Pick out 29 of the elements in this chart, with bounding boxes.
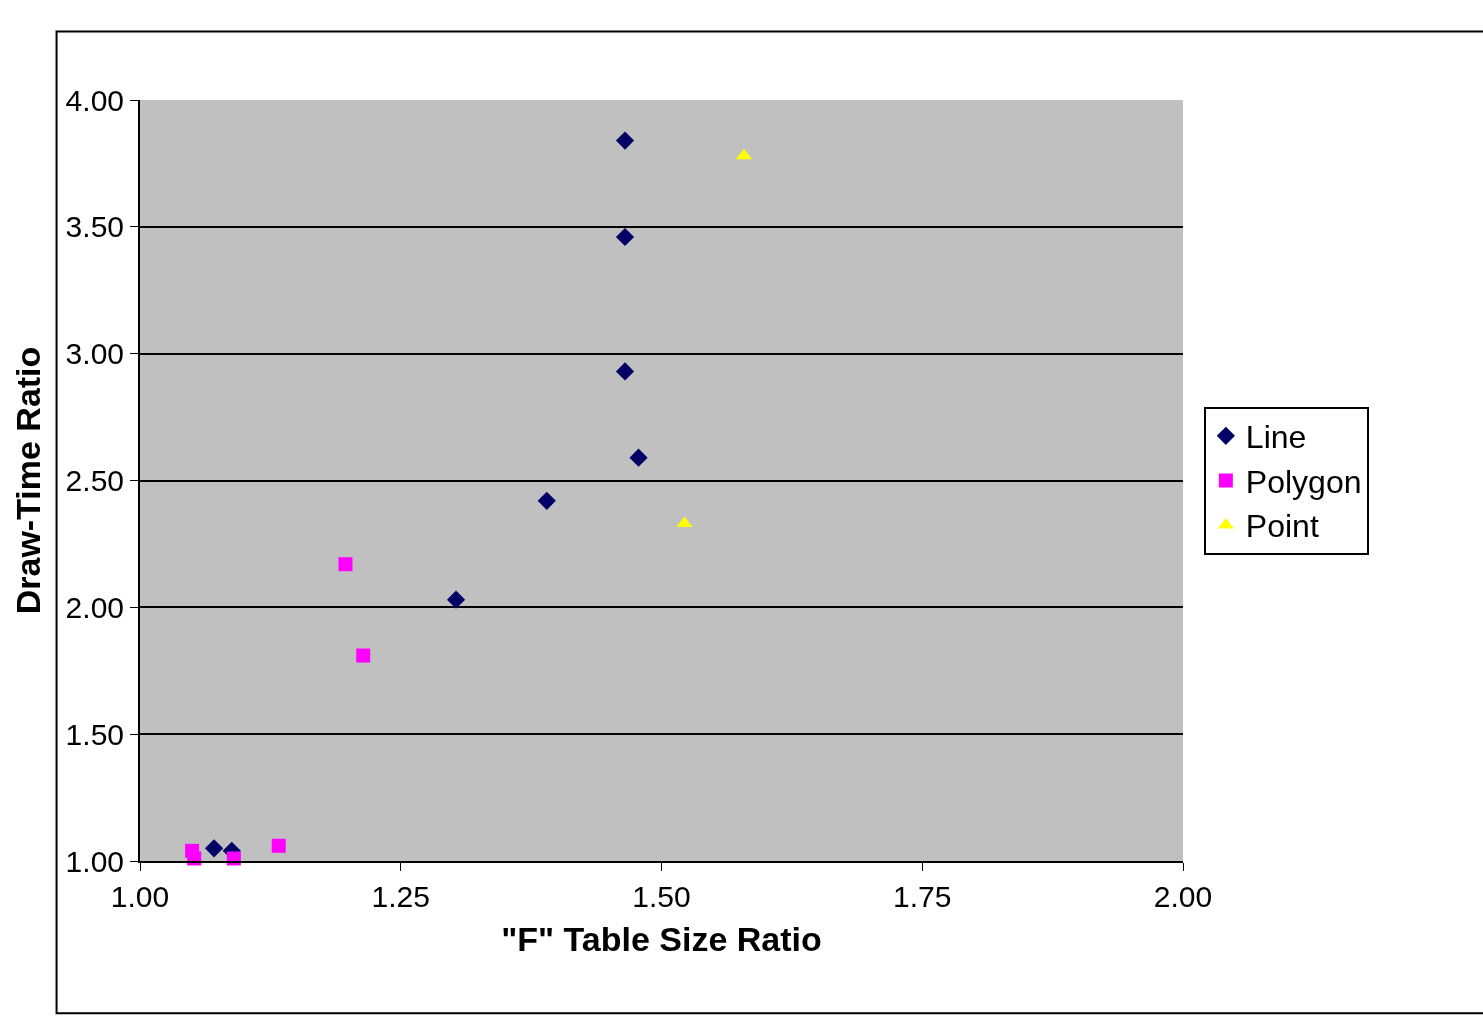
point	[629, 448, 648, 467]
point	[537, 491, 556, 510]
y-tick-label: 2.00	[65, 590, 124, 624]
y-tick-label: 1.00	[65, 844, 124, 878]
legend-label: Line	[1245, 419, 1307, 456]
y-tick-label: 2.50	[65, 464, 124, 497]
x-tick-label: 1.75	[893, 880, 952, 913]
point	[446, 590, 466, 609]
point	[615, 227, 635, 247]
y-tick-label: 4.00	[65, 83, 124, 117]
point	[271, 838, 286, 853]
point	[204, 839, 224, 858]
x-tick-label: 2.00	[1153, 880, 1213, 913]
x-axis-title: "F" Table Size Ratio	[501, 919, 822, 958]
point	[676, 516, 693, 528]
y-tick-label: 1.50	[65, 717, 124, 751]
y-tick-label: 3.50	[65, 210, 124, 244]
x-tick-label: 1.00	[110, 880, 170, 913]
legend-label: Point	[1245, 508, 1319, 545]
point	[735, 148, 752, 160]
y-axis-title: Draw-Time Ratio	[8, 346, 47, 615]
point	[615, 131, 635, 150]
y-tick-label: 3.00	[65, 337, 124, 371]
point	[615, 362, 635, 381]
legend-label: Polygon	[1245, 463, 1362, 500]
point	[356, 648, 371, 663]
x-tick-label: 1.50	[632, 880, 691, 913]
x-tick-label: 1.25	[371, 880, 430, 913]
point	[338, 557, 353, 572]
